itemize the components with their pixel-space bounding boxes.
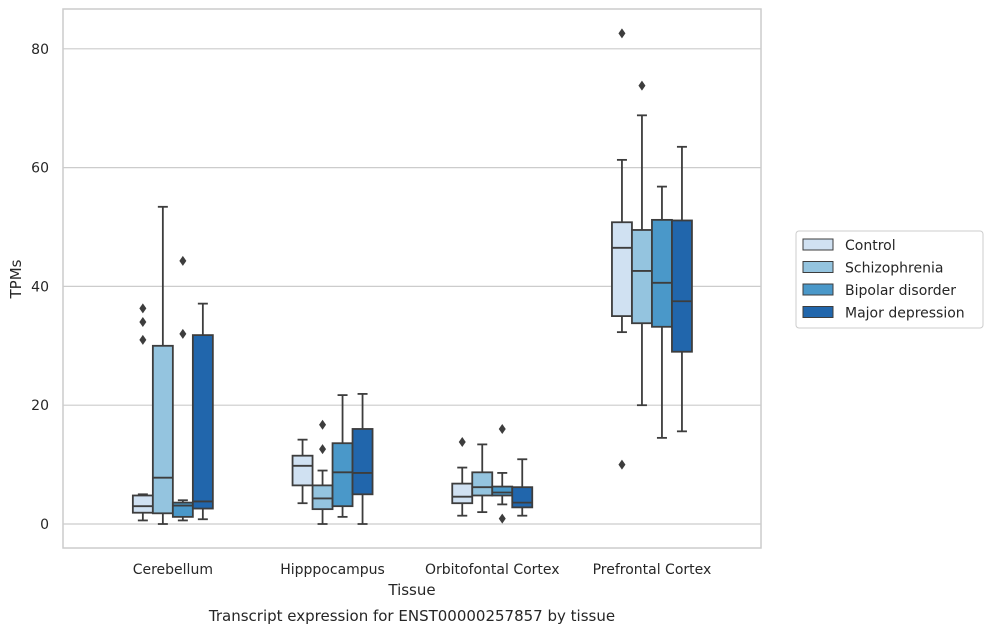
- x-axis-ticks: Cerebellum Hipppocampus Orbitofontal Corte…: [133, 562, 712, 578]
- y-tick-label: 40: [31, 279, 49, 295]
- box-major-depression: [191, 302, 214, 521]
- x-tick-label: Orbitofontal Cortex: [425, 562, 560, 578]
- chart-title: Transcript expression for ENST0000025785…: [208, 607, 615, 625]
- box: [331, 442, 354, 508]
- plot-frame: [62, 8, 762, 549]
- outlier-point: [458, 437, 466, 448]
- box-major-depression: [671, 145, 693, 433]
- box-bipolar-disorder: [331, 394, 354, 518]
- x-tick-label: Hipppocampus: [280, 562, 385, 578]
- legend-label: Bipolar disorder: [845, 283, 956, 299]
- legend-swatch: [802, 238, 834, 251]
- box: [131, 494, 154, 514]
- box-schizophrenia: [631, 80, 653, 407]
- outlier-point: [139, 303, 147, 314]
- box-major-depression: [351, 393, 374, 525]
- box-bipolar-disorder: [651, 185, 673, 439]
- y-tick-label: 80: [31, 42, 49, 58]
- box: [311, 484, 334, 511]
- box-schizophrenia: [151, 205, 174, 525]
- box-series: [131, 28, 693, 525]
- box: [671, 219, 693, 353]
- box-major-depression: [511, 458, 534, 517]
- box: [471, 471, 494, 497]
- legend-label: Schizophrenia: [845, 261, 943, 277]
- box-control: [451, 437, 474, 517]
- y-axis-ticks: 0 20 40 60 80: [31, 42, 49, 533]
- legend-label: Control: [845, 238, 896, 254]
- box: [511, 486, 534, 509]
- outlier-point: [139, 334, 147, 345]
- box: [631, 229, 653, 325]
- box: [151, 344, 174, 515]
- legend: Control Schizophrenia Bipolar disorder Majo…: [795, 230, 984, 329]
- y-tick-label: 20: [31, 398, 49, 414]
- box-schizophrenia: [311, 419, 334, 525]
- outlier-point: [618, 459, 626, 470]
- outlier-point: [319, 444, 327, 455]
- box-bipolar-disorder: [491, 423, 514, 524]
- outlier-point: [498, 513, 506, 524]
- box: [291, 454, 314, 487]
- legend-swatch: [802, 261, 834, 273]
- box: [451, 482, 474, 505]
- box-bipolar-disorder: [171, 255, 194, 522]
- outlier-point: [179, 328, 187, 339]
- x-tick-label: Prefrontal Cortex: [593, 562, 712, 578]
- y-tick-label: 60: [31, 161, 49, 177]
- outlier-point: [179, 255, 187, 266]
- box-control: [131, 303, 154, 522]
- x-axis-label: Tissue: [387, 581, 435, 599]
- box-control: [291, 438, 314, 505]
- box: [611, 221, 633, 317]
- box-control: [611, 28, 633, 470]
- outlier-point: [498, 423, 506, 434]
- box-schizophrenia: [471, 443, 494, 514]
- legend-swatch: [802, 283, 834, 296]
- box: [651, 218, 673, 328]
- x-tick-label: Cerebellum: [133, 562, 213, 578]
- outlier-point: [618, 28, 626, 39]
- y-tick-label: 0: [40, 517, 49, 533]
- legend-swatch: [802, 306, 834, 318]
- legend-frame: [795, 230, 984, 329]
- legend-label: Major depression: [845, 306, 965, 322]
- y-axis-label: TPMs: [7, 259, 25, 299]
- outlier-point: [638, 80, 646, 91]
- box: [491, 485, 514, 497]
- box: [351, 428, 374, 496]
- outlier-point: [319, 419, 327, 430]
- box: [191, 334, 214, 510]
- outlier-point: [139, 317, 147, 328]
